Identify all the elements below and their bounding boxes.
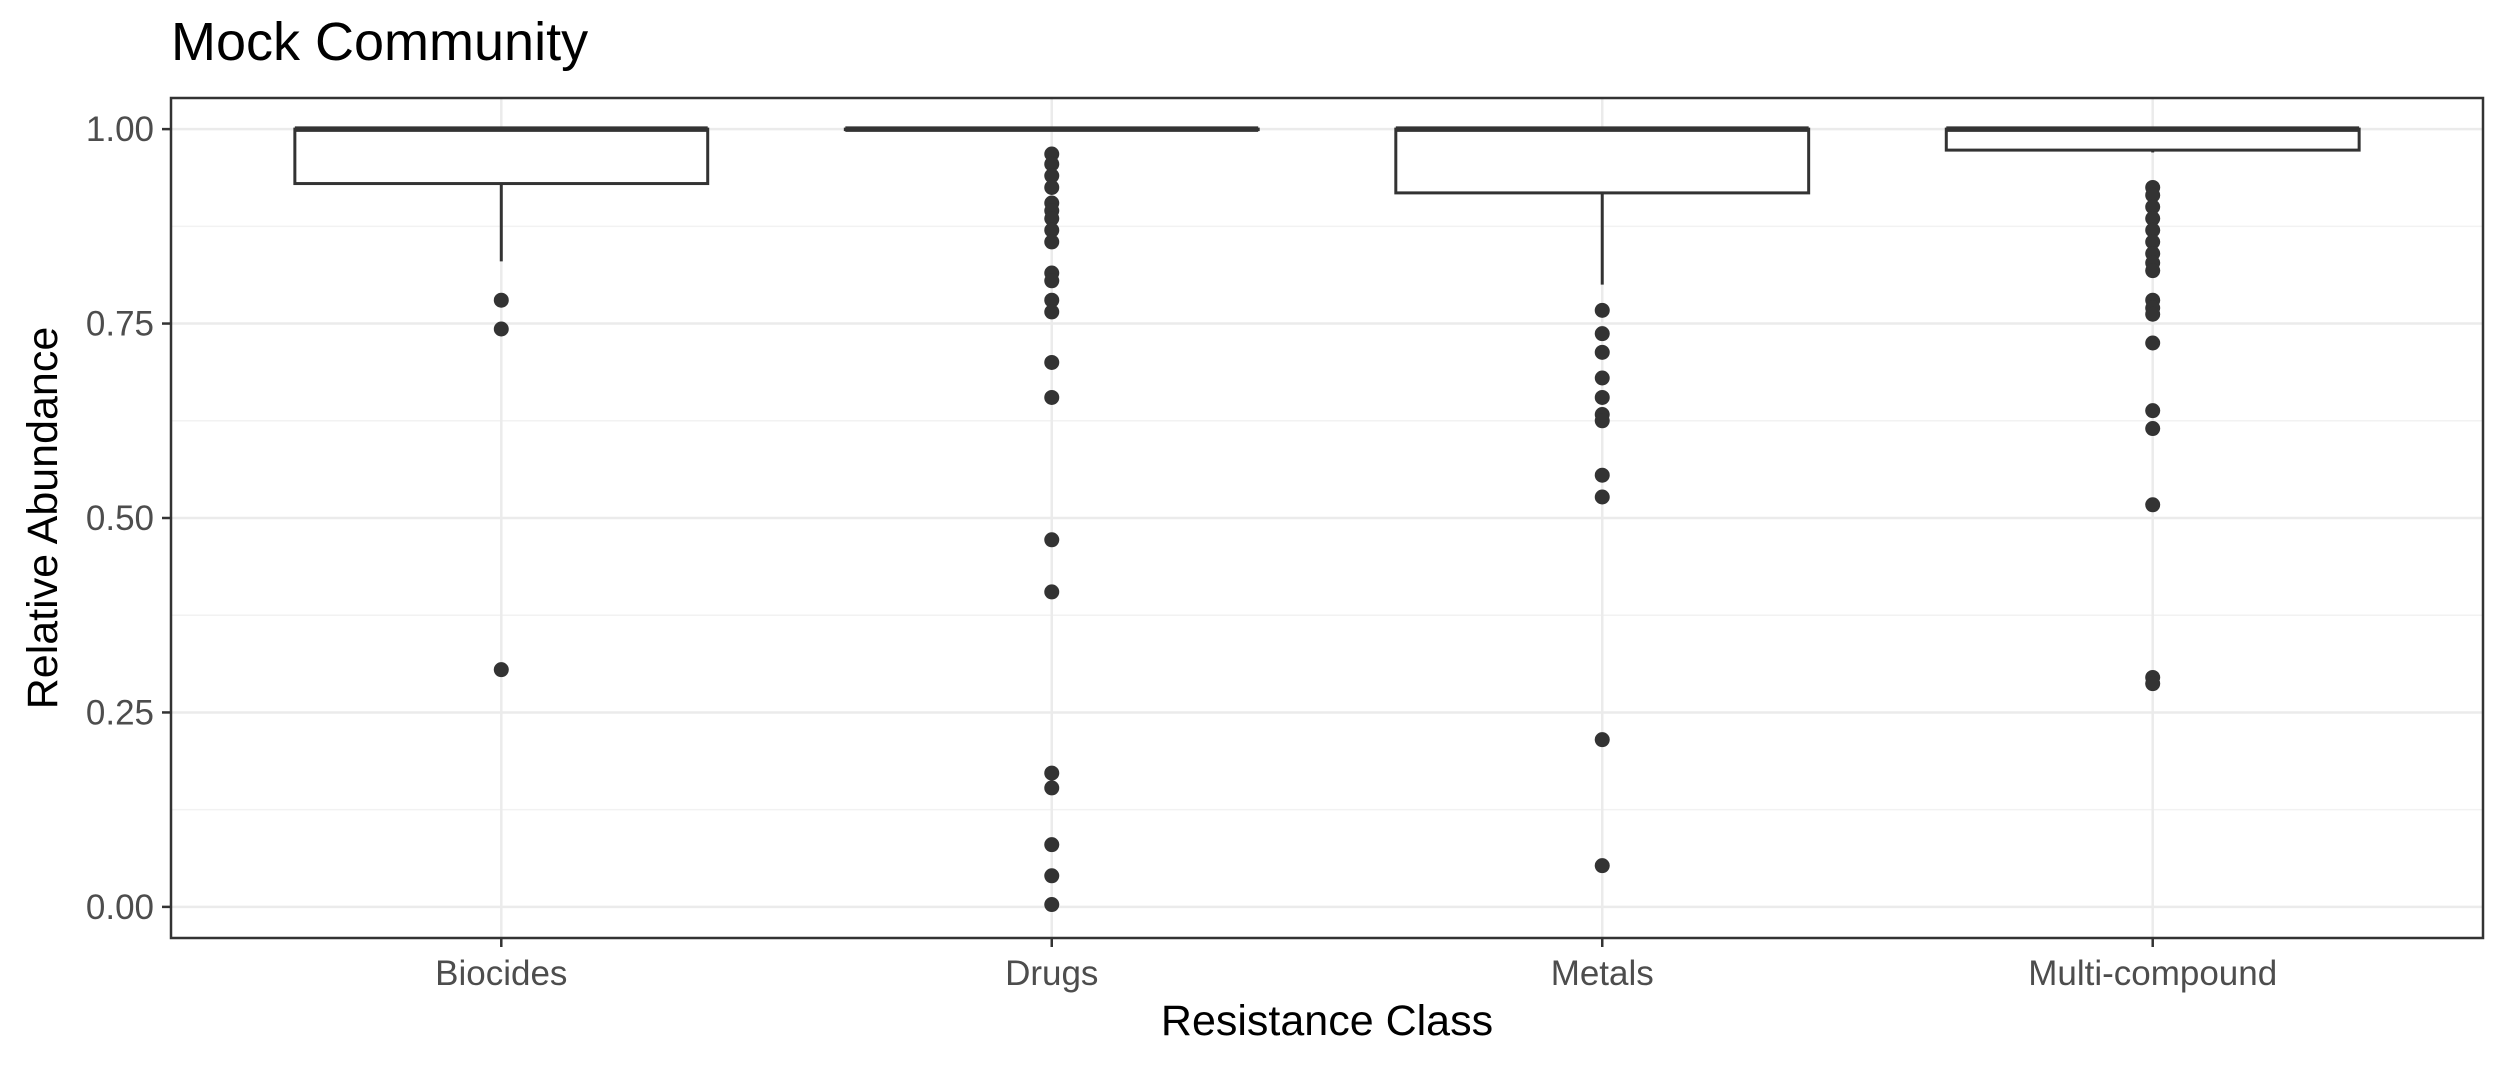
box-iqr	[1394, 127, 1811, 195]
outlier-point	[2145, 421, 2161, 437]
outlier-point	[1044, 156, 1060, 172]
outlier-point	[1044, 584, 1060, 600]
outlier-point	[1044, 354, 1060, 370]
x-axis: Biocides Drugs Metals Multi-compound	[435, 938, 2277, 993]
outliers-layer	[493, 146, 2161, 913]
y-axis-title: Relative Abundance	[19, 327, 67, 710]
outlier-point	[1044, 837, 1060, 853]
outlier-point	[2145, 222, 2161, 238]
outlier-point	[2145, 211, 2161, 227]
box-biocides	[293, 126, 710, 262]
x-tick-label: Biocides	[435, 954, 567, 993]
outlier-point	[1594, 489, 1610, 505]
outlier-point	[1594, 302, 1610, 318]
outlier-point	[1044, 292, 1060, 308]
y-tick-label: 0.00	[86, 888, 154, 927]
outlier-point	[1594, 467, 1610, 483]
outlier-point	[1594, 389, 1610, 405]
outlier-point	[1044, 273, 1060, 289]
box-multi-compound	[1944, 126, 2361, 153]
outlier-point	[493, 321, 509, 337]
y-tick-label: 0.75	[86, 305, 154, 344]
x-tick-label: Multi-compound	[2028, 954, 2277, 993]
outlier-point	[1044, 234, 1060, 250]
box-metals	[1394, 126, 1811, 285]
outlier-point	[2145, 263, 2161, 279]
y-tick-label: 0.50	[86, 499, 154, 538]
x-tick-label: Drugs	[1005, 954, 1098, 993]
outlier-point	[1594, 732, 1610, 748]
outlier-point	[2145, 676, 2161, 692]
outlier-point	[1594, 413, 1610, 429]
y-axis: 0.00 0.25 0.50 0.75 1.00	[86, 110, 171, 927]
outlier-point	[1044, 179, 1060, 195]
outlier-point	[2145, 187, 2161, 203]
box-iqr	[1944, 127, 2361, 152]
outlier-point	[2145, 306, 2161, 322]
outlier-point	[2145, 234, 2161, 250]
outlier-point	[2145, 497, 2161, 513]
outlier-point	[1044, 532, 1060, 548]
boxes-layer	[293, 126, 2361, 285]
outlier-point	[2145, 335, 2161, 351]
gridlines-minor	[171, 225, 2483, 811]
outlier-point	[1044, 304, 1060, 320]
outlier-point	[1044, 780, 1060, 796]
outlier-point	[1044, 211, 1060, 227]
outlier-point	[1044, 765, 1060, 781]
y-tick-label: 0.25	[86, 693, 154, 732]
box-iqr	[293, 127, 710, 186]
chart-title: Mock Community	[171, 12, 588, 72]
outlier-point	[1594, 344, 1610, 360]
box-drugs	[843, 126, 1260, 132]
outlier-point	[1594, 326, 1610, 342]
outlier-point	[1594, 370, 1610, 386]
outlier-point	[1044, 389, 1060, 405]
outlier-point	[2145, 403, 2161, 419]
x-axis-title: Resistance Class	[1161, 997, 1493, 1045]
outlier-point	[2145, 199, 2161, 215]
outlier-point	[1044, 897, 1060, 913]
outlier-point	[1044, 222, 1060, 238]
y-tick-label: 1.00	[86, 110, 154, 149]
outlier-point	[1594, 858, 1610, 874]
outlier-point	[1044, 868, 1060, 884]
outlier-point	[493, 662, 509, 678]
outlier-point	[1044, 168, 1060, 184]
x-tick-label: Metals	[1551, 954, 1654, 993]
outlier-point	[493, 292, 509, 308]
